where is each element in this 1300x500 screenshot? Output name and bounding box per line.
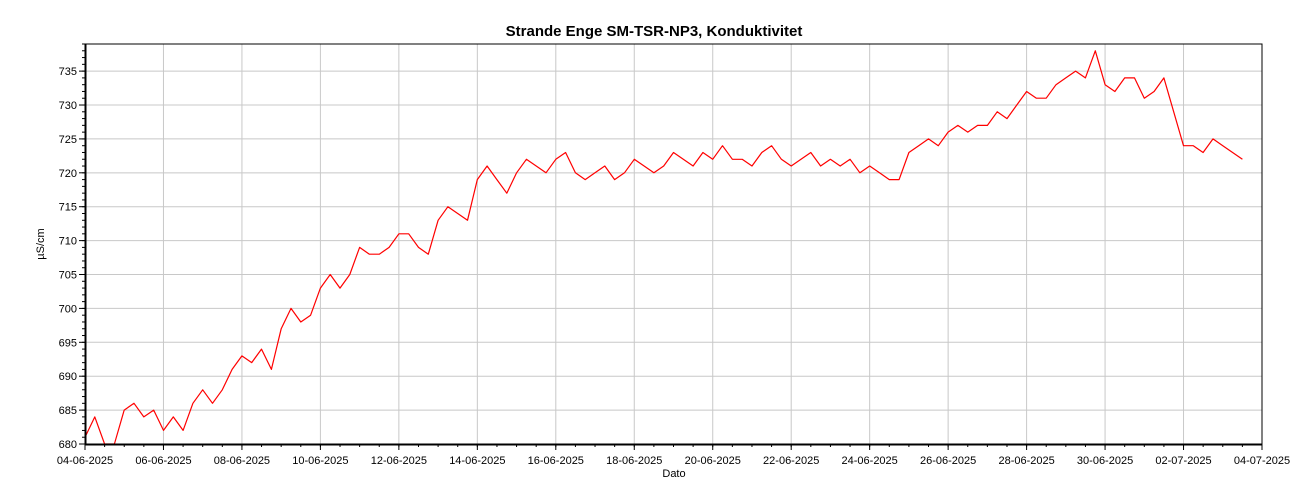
y-tick-label: 700	[59, 303, 77, 315]
x-tick-label: 06-06-2025	[135, 455, 191, 467]
y-tick-label: 695	[59, 337, 77, 349]
series-line	[84, 50, 1243, 445]
x-tick-label: 08-06-2025	[214, 455, 270, 467]
grid-lines	[85, 44, 1262, 444]
x-tick-label: 22-06-2025	[763, 455, 819, 467]
y-tick-label: 685	[59, 405, 77, 417]
x-tick-label: 16-06-2025	[528, 455, 584, 467]
x-tick-label: 24-06-2025	[842, 455, 898, 467]
y-axis-ticks: 680 685 690 695 700 705 710 715 720 725 730 735	[59, 43, 85, 451]
y-tick-label: 720	[59, 168, 77, 180]
y-tick-label: 725	[59, 134, 77, 146]
x-tick-label: 02-07-2025	[1155, 455, 1211, 467]
chart-title: Strande Enge SM-TSR-NP3, Konduktivitet	[506, 23, 803, 40]
x-tick-label: 28-06-2025	[998, 455, 1054, 467]
x-tick-label: 20-06-2025	[685, 455, 741, 467]
x-tick-label: 10-06-2025	[292, 455, 348, 467]
y-tick-label: 680	[59, 439, 77, 451]
x-tick-label: 30-06-2025	[1077, 455, 1133, 467]
x-tick-label: 04-07-2025	[1234, 455, 1290, 467]
x-tick-label: 12-06-2025	[371, 455, 427, 467]
y-tick-label: 735	[59, 66, 77, 78]
x-axis-ticks: 04-06-2025 06-06-2025 08-06-2025 10-06-2025…	[57, 444, 1290, 467]
x-tick-label: 04-06-2025	[57, 455, 113, 467]
y-tick-label: 705	[59, 270, 77, 282]
x-tick-label: 26-06-2025	[920, 455, 976, 467]
y-axis-label: µS/cm	[35, 228, 47, 259]
x-tick-label: 18-06-2025	[606, 455, 662, 467]
x-axis-label: Dato	[662, 468, 685, 480]
y-tick-label: 730	[59, 100, 77, 112]
y-tick-label: 715	[59, 202, 77, 214]
y-tick-label: 690	[59, 371, 77, 383]
y-tick-label: 710	[59, 236, 77, 248]
x-tick-label: 14-06-2025	[449, 455, 505, 467]
series-layer	[84, 50, 1243, 445]
